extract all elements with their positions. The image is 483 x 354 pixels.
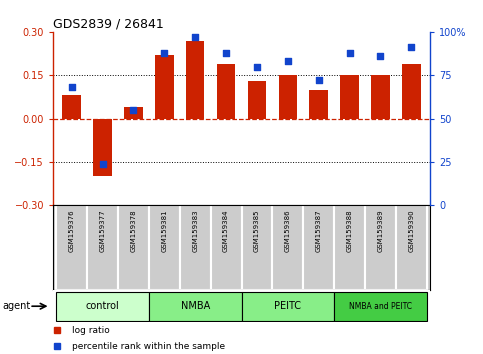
Text: GSM159386: GSM159386 <box>285 210 291 252</box>
Bar <box>334 292 427 321</box>
Text: GSM159385: GSM159385 <box>254 210 260 252</box>
Text: log ratio: log ratio <box>72 326 110 335</box>
Text: percentile rank within the sample: percentile rank within the sample <box>72 342 225 350</box>
Bar <box>217 64 235 119</box>
Bar <box>180 205 211 290</box>
Bar <box>149 292 242 321</box>
Bar <box>272 205 303 290</box>
Text: control: control <box>85 301 119 311</box>
Bar <box>124 107 142 119</box>
Point <box>99 161 106 166</box>
Point <box>346 50 354 56</box>
Bar <box>365 205 396 290</box>
Text: GSM159378: GSM159378 <box>130 210 136 252</box>
Point <box>160 50 168 56</box>
Point <box>408 45 415 50</box>
Point <box>253 64 261 69</box>
Point <box>191 34 199 40</box>
Text: GSM159388: GSM159388 <box>347 210 353 252</box>
Text: NMBA: NMBA <box>181 301 210 311</box>
Bar <box>149 205 180 290</box>
Bar <box>62 96 81 119</box>
Bar <box>334 205 365 290</box>
Bar <box>242 205 272 290</box>
Text: PEITC: PEITC <box>274 301 301 311</box>
Bar <box>396 205 427 290</box>
Text: GDS2839 / 26841: GDS2839 / 26841 <box>53 18 164 31</box>
Bar <box>211 205 242 290</box>
Bar <box>56 205 87 290</box>
Text: GSM159381: GSM159381 <box>161 210 167 252</box>
Text: GSM159377: GSM159377 <box>99 210 106 252</box>
Point <box>315 78 323 83</box>
Point <box>377 53 384 59</box>
Bar <box>310 90 328 119</box>
Bar <box>155 55 173 119</box>
Bar <box>93 119 112 176</box>
Bar <box>242 292 334 321</box>
Text: NMBA and PEITC: NMBA and PEITC <box>349 302 412 311</box>
Text: agent: agent <box>2 301 30 311</box>
Bar <box>371 75 390 119</box>
Point <box>284 58 292 64</box>
Bar <box>248 81 266 119</box>
Bar <box>341 75 359 119</box>
Text: GSM159376: GSM159376 <box>69 210 75 252</box>
Text: GSM159389: GSM159389 <box>377 210 384 252</box>
Bar <box>303 205 334 290</box>
Bar <box>279 75 297 119</box>
Text: GSM159384: GSM159384 <box>223 210 229 252</box>
Point <box>222 50 230 56</box>
Bar <box>56 292 149 321</box>
Text: GSM159390: GSM159390 <box>408 210 414 252</box>
Point <box>68 85 75 90</box>
Point <box>129 107 137 113</box>
Bar <box>118 205 149 290</box>
Text: GSM159387: GSM159387 <box>316 210 322 252</box>
Bar <box>402 64 421 119</box>
Bar <box>87 205 118 290</box>
Text: GSM159383: GSM159383 <box>192 210 198 252</box>
Bar <box>186 41 204 119</box>
